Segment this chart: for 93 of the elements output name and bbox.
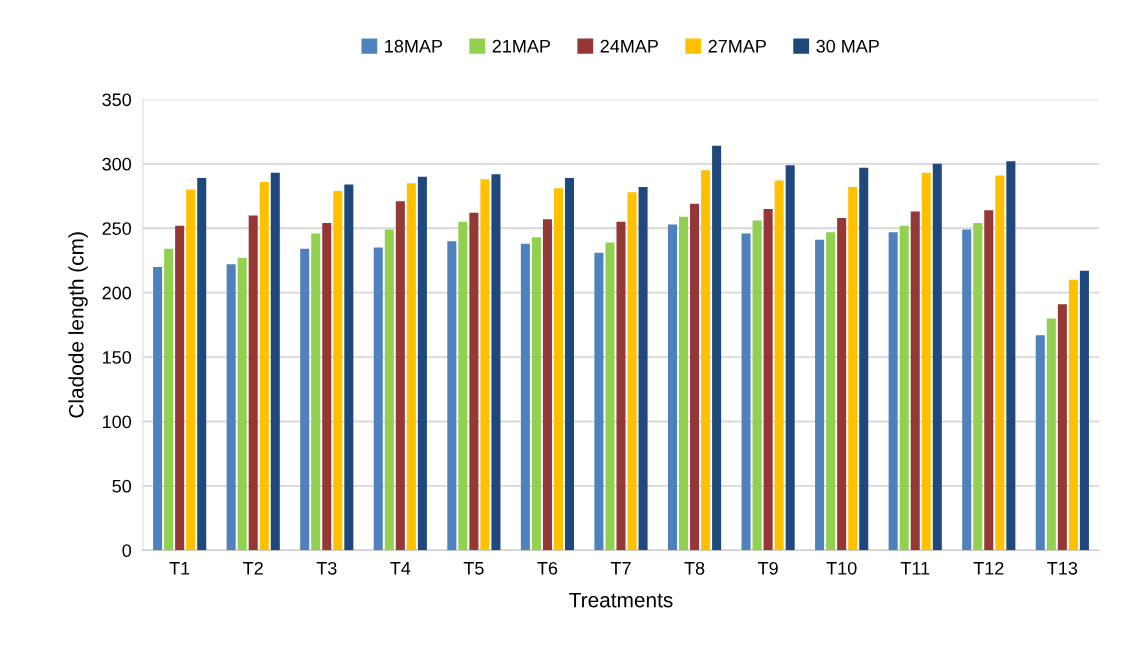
legend-label: 30 MAP (816, 39, 879, 53)
bar (973, 223, 983, 551)
x-tick-label: T4 (390, 562, 411, 575)
bar (186, 189, 196, 551)
bar (984, 210, 994, 551)
bar (616, 221, 626, 551)
bar (300, 248, 310, 551)
bar (480, 179, 490, 551)
bar (679, 216, 689, 551)
x-axis-title: Treatments (569, 592, 673, 608)
bar (627, 192, 637, 551)
y-tick-label: 150 (103, 351, 132, 364)
bar (932, 163, 942, 551)
x-tick-label: T3 (316, 561, 337, 575)
bar (921, 172, 931, 551)
legend-label: 18MAP (385, 39, 443, 53)
bar (237, 257, 247, 551)
y-tick-label: 250 (102, 222, 132, 235)
bar (153, 266, 163, 551)
y-tick-label: 200 (102, 286, 132, 300)
bar (373, 247, 383, 551)
bar (763, 208, 773, 551)
bar (774, 180, 784, 551)
bar (667, 224, 678, 551)
bar (542, 219, 552, 551)
bar (690, 203, 700, 551)
bar (1046, 318, 1056, 551)
bar (564, 178, 575, 551)
bar (248, 215, 258, 551)
bar (469, 212, 479, 551)
y-tick-label: 50 (112, 479, 132, 493)
bar (785, 165, 795, 551)
bar (712, 145, 722, 551)
bar (638, 187, 648, 551)
bar (458, 221, 468, 551)
bar (270, 172, 280, 551)
legend-label: 21MAP (492, 39, 551, 53)
x-tick-label: T2 (243, 561, 263, 575)
bar (531, 237, 541, 551)
bar (447, 241, 457, 551)
x-tick-label: T1 (169, 562, 190, 575)
bar (344, 184, 354, 551)
x-tick-label: T7 (610, 562, 631, 575)
bar (826, 232, 836, 551)
x-tick-label: T12 (973, 561, 1004, 575)
y-tick-label: 0 (122, 544, 132, 558)
bar (384, 229, 394, 551)
bar (520, 243, 530, 551)
legend-label: 24MAP (600, 39, 658, 53)
bar (899, 225, 909, 551)
bar (197, 178, 207, 551)
x-tick-label: T9 (757, 561, 778, 575)
y-tick-label: 100 (103, 415, 132, 429)
x-tick-label: T11 (900, 562, 930, 575)
bar (259, 181, 269, 551)
bar (701, 170, 711, 551)
legend-label: 27MAP (708, 39, 766, 53)
bar (848, 187, 858, 551)
bar (311, 233, 321, 551)
bar (322, 223, 332, 551)
x-tick-label: T8 (684, 561, 705, 575)
bar (333, 190, 343, 551)
bar (815, 239, 825, 551)
y-axis-title: Cladode length (cm) (68, 232, 88, 418)
bar (605, 242, 615, 551)
bar (395, 201, 405, 551)
bar (888, 232, 898, 551)
bar (553, 188, 563, 551)
bar (752, 220, 762, 551)
y-tick-label: 300 (102, 157, 132, 171)
bar (417, 176, 427, 551)
bar (406, 183, 416, 551)
bar (1068, 279, 1078, 551)
bar (837, 217, 847, 551)
x-tick-label: T10 (826, 561, 857, 575)
bar (594, 252, 604, 551)
bar (1057, 304, 1067, 551)
bar (910, 211, 920, 551)
x-tick-label: T5 (463, 562, 484, 575)
y-tick-label: 350 (102, 93, 132, 107)
bar (1079, 270, 1089, 551)
bar (491, 174, 501, 551)
x-tick-label: T13 (1047, 561, 1078, 575)
bar (741, 233, 751, 551)
bar (995, 175, 1005, 551)
bar (962, 229, 972, 551)
bar (859, 167, 869, 551)
bar (1035, 335, 1045, 551)
bar (175, 225, 185, 551)
bar (1006, 161, 1016, 551)
bar (226, 264, 236, 551)
x-tick-label: T6 (537, 561, 558, 575)
bar (164, 248, 174, 551)
